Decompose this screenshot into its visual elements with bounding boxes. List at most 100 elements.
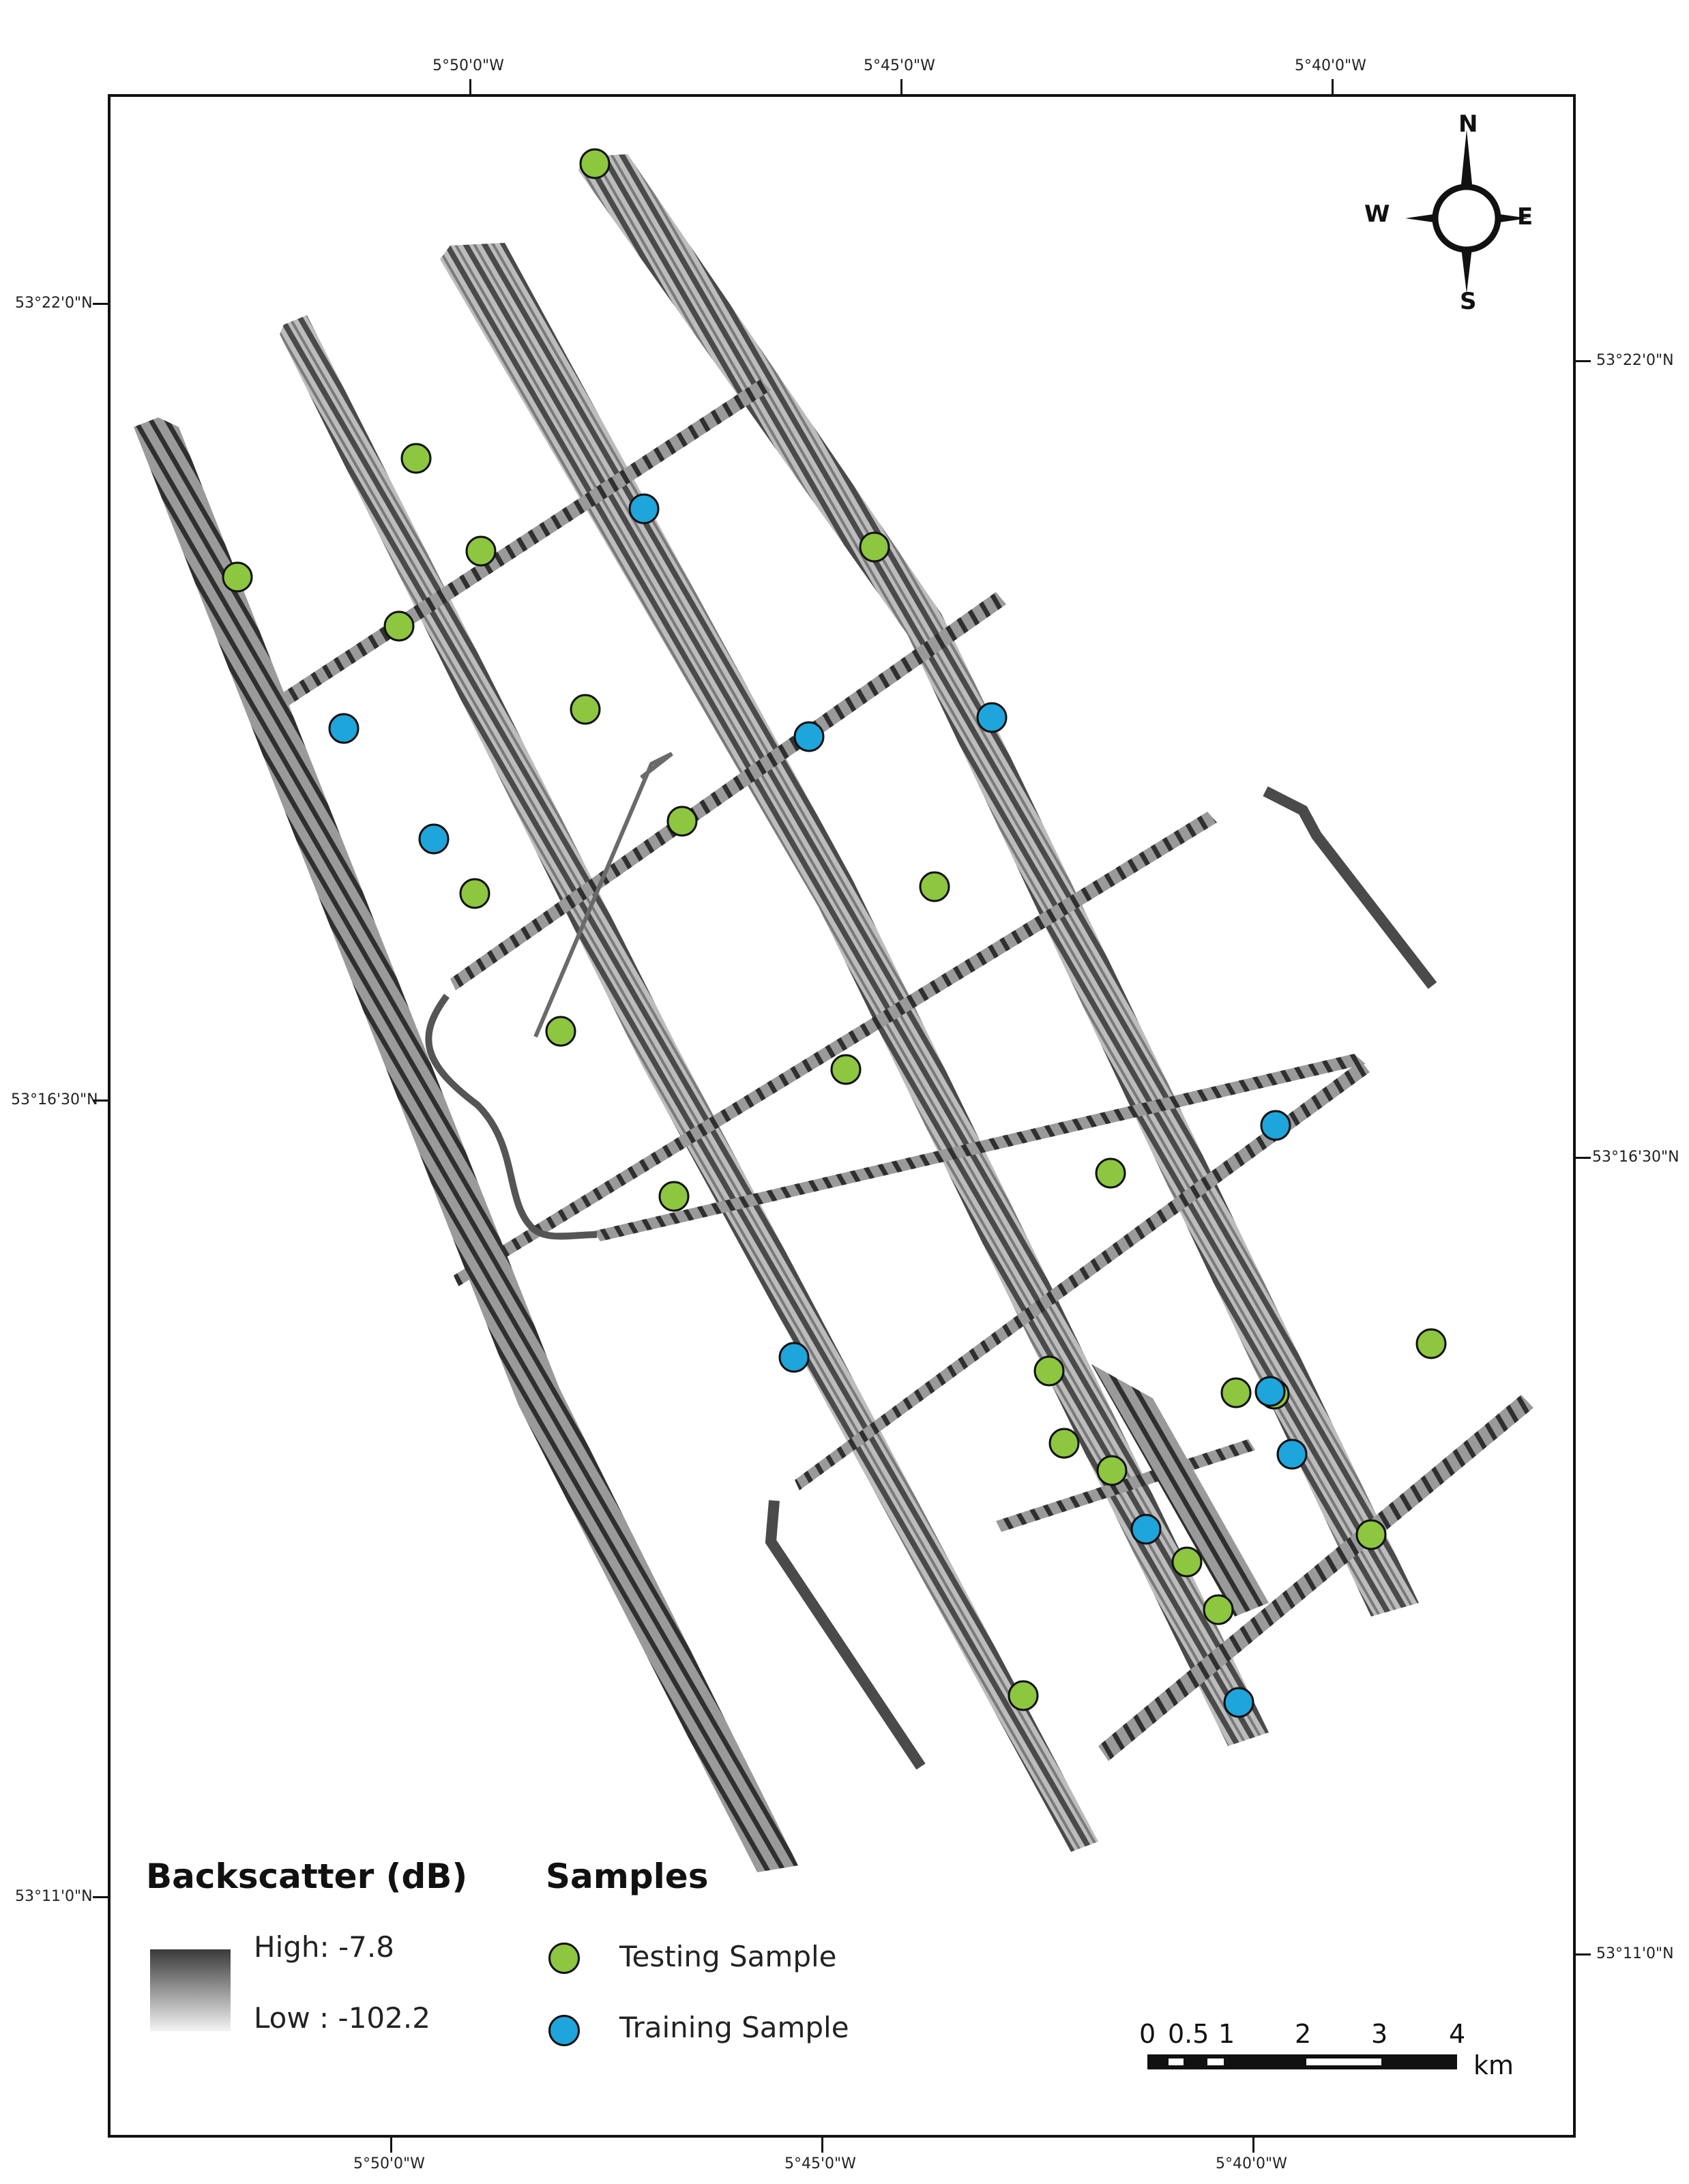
scale-label-0: 0 (1139, 2019, 1156, 2049)
left-tick-3 (93, 1896, 109, 1898)
scale-bar (1146, 2053, 1460, 2071)
testing-sample-point-8[interactable] (459, 878, 490, 909)
cross-line-6 (1098, 1395, 1533, 1761)
cross-line-4 (593, 1054, 1366, 1241)
training-sample-point-6[interactable] (1260, 1110, 1291, 1141)
swath-lane-4 (578, 154, 1419, 1617)
cross-line-7 (996, 1439, 1255, 1532)
cross-line-5 (795, 1061, 1370, 1490)
backscatter-high-label: High: -7.8 (254, 1930, 394, 1964)
compass-icon (1405, 130, 1528, 293)
bottom-tick-1 (390, 2136, 392, 2153)
scale-label-3: 3 (1371, 2019, 1388, 2049)
training-sample-point-5[interactable] (976, 702, 1008, 733)
training-sample-point-9[interactable] (1276, 1438, 1308, 1470)
samples-legend-title: Samples (546, 1857, 709, 1896)
testing-sample-point-11[interactable] (830, 1054, 862, 1085)
compass-s: S (1460, 288, 1477, 315)
backscatter-gradient (150, 1949, 231, 2031)
swath-lane-2 (280, 315, 1098, 1852)
right-tick-3 (1574, 1953, 1591, 1956)
right-tick-label-3: 53°11'0"N (1596, 1945, 1674, 1962)
right-tick-label-2: 53°16'30"N (1592, 1149, 1679, 1166)
compass-e: E (1517, 203, 1533, 231)
testing-sample-point-16[interactable] (1033, 1355, 1065, 1387)
compass-n: N (1458, 110, 1478, 138)
testing-sample-point-3[interactable] (465, 535, 497, 567)
crossing-track (533, 752, 673, 1038)
testing-sample-point-1[interactable] (579, 148, 611, 179)
left-tick-label-1: 53°22'0"N (15, 295, 93, 312)
scale-label-1: 1 (1218, 2019, 1235, 2049)
bottom-tick-3 (1252, 2136, 1254, 2153)
training-sample-point-11[interactable] (1223, 1687, 1254, 1718)
testing-sample-point-13[interactable] (859, 531, 890, 563)
testing-sample-point-2[interactable] (400, 443, 432, 474)
testing-sample-point-18[interactable] (1220, 1377, 1252, 1408)
training-sample-point-1[interactable] (628, 493, 660, 525)
scale-label-4: 4 (1449, 2019, 1466, 2049)
testing-sample-point-19[interactable] (1048, 1428, 1080, 1459)
training-sample-point-4[interactable] (793, 721, 825, 752)
cross-line-1 (249, 379, 771, 728)
bottom-tick-label-2: 5°45'0"W (784, 2155, 856, 2172)
backscatter-low-label: Low : -102.2 (254, 2001, 430, 2035)
top-tick-label-1: 5°50'0"W (432, 57, 504, 74)
top-tick-3 (1332, 79, 1334, 95)
cross-line-3 (454, 812, 1217, 1286)
right-tick-1 (1574, 360, 1591, 362)
left-tick-1 (93, 303, 109, 305)
bottom-tick-2 (821, 2136, 823, 2153)
testing-sample-point-7[interactable] (666, 806, 698, 837)
scale-label-2: 2 (1295, 2019, 1312, 2049)
top-tick-label-3: 5°40'0"W (1295, 57, 1366, 74)
scale-bar-graphic (1147, 2054, 1457, 2069)
south-track (765, 1500, 926, 1770)
testing-sample-point-24[interactable] (1355, 1519, 1387, 1550)
testing-sample-point-12[interactable] (658, 1181, 690, 1212)
left-tick-label-2: 53°16'30"N (11, 1091, 98, 1108)
scale-unit: km (1473, 2050, 1514, 2080)
testing-sample-point-4[interactable] (222, 561, 253, 593)
right-tick-label-1: 53°22'0"N (1596, 352, 1674, 369)
testing-sample-point-23[interactable] (1008, 1680, 1039, 1711)
testing-sample-point-20[interactable] (1096, 1455, 1128, 1486)
top-tick-2 (900, 79, 902, 95)
testing-sample-point-22[interactable] (1203, 1594, 1234, 1625)
left-tick-label-3: 53°11'0"N (15, 1888, 93, 1905)
testing-sample-swatch (548, 1943, 580, 1974)
map-frame (108, 94, 1576, 2138)
right-tick-2 (1574, 1157, 1591, 1159)
training-sample-label: Training Sample (619, 2011, 849, 2044)
east-track (1263, 786, 1437, 989)
testing-sample-label: Testing Sample (619, 1940, 837, 1973)
backscatter-swaths (134, 154, 1533, 1872)
top-tick-label-2: 5°45'0"W (864, 57, 935, 74)
training-sample-point-2[interactable] (328, 713, 359, 744)
bottom-tick-label-1: 5°50'0"W (353, 2155, 425, 2172)
testing-sample-point-9[interactable] (919, 871, 950, 902)
testing-sample-point-14[interactable] (1095, 1157, 1126, 1189)
testing-sample-point-6[interactable] (570, 694, 601, 725)
cross-line-2 (450, 592, 1006, 990)
sample-points (222, 148, 1447, 1718)
scale-label-0-5: 0.5 (1168, 2019, 1209, 2049)
backscatter-legend-title: Backscatter (dB) (146, 1857, 468, 1896)
top-tick-1 (469, 79, 471, 95)
testing-sample-point-21[interactable] (1171, 1546, 1203, 1578)
bottom-tick-label-3: 5°40'0"W (1216, 2155, 1287, 2172)
training-sample-point-3[interactable] (418, 823, 450, 855)
swath-lane-5 (1091, 1364, 1269, 1617)
training-sample-point-8[interactable] (1254, 1376, 1286, 1407)
training-sample-swatch (548, 2015, 580, 2046)
testing-sample-point-15[interactable] (1415, 1328, 1447, 1359)
compass-w: W (1364, 201, 1390, 228)
left-tick-2 (93, 1100, 109, 1102)
testing-sample-point-10[interactable] (545, 1016, 576, 1047)
training-sample-point-7[interactable] (778, 1342, 810, 1373)
testing-sample-point-5[interactable] (383, 610, 415, 642)
training-sample-point-10[interactable] (1130, 1514, 1162, 1545)
north-arrow-compass: N S W E (1364, 110, 1548, 321)
swath-lane-1 (134, 417, 798, 1872)
